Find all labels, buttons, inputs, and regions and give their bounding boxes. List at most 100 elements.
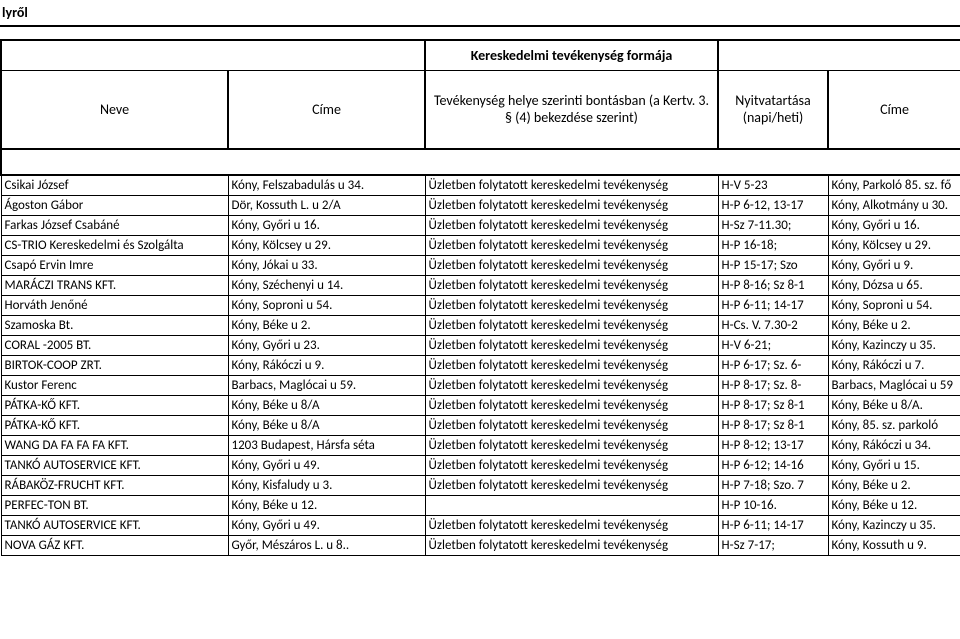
col-hours: Nyitvatartása (napi/heti) bbox=[718, 71, 828, 149]
table-row: WANG DA FA FA FA KFT.1203 Budapest, Hárs… bbox=[1, 435, 960, 455]
table-row: NOVA GÁZ KFT.Győr, Mészáros L. u 8..Üzle… bbox=[1, 535, 960, 555]
cell-addr2: Kóny, Soproni u 54. bbox=[828, 295, 960, 315]
cell-addr2: Kóny, Kossuth u 9. bbox=[828, 535, 960, 555]
cell-activity: Üzletben folytatott kereskedelmi tevéken… bbox=[425, 415, 718, 435]
cell-hours: H-P 6-12; 14-16 bbox=[718, 455, 828, 475]
cell-hours: H-P 6-11; 14-17 bbox=[718, 515, 828, 535]
cell-activity: Üzletben folytatott kereskedelmi tevéken… bbox=[425, 435, 718, 455]
cell-activity: Üzletben folytatott kereskedelmi tevéken… bbox=[425, 335, 718, 355]
table-row: PÁTKA-KŐ KFT.Kóny, Béke u 8/AÜzletben fo… bbox=[1, 395, 960, 415]
cell-name: Farkas József Csabáné bbox=[1, 215, 228, 235]
cell-name: PÁTKA-KŐ KFT. bbox=[1, 395, 228, 415]
cell-name: CORAL -2005 BT. bbox=[1, 335, 228, 355]
col-addr2: Címe bbox=[828, 71, 960, 149]
table-row: PÁTKA-KŐ KFT.Kóny, Béke u 8/AÜzletben fo… bbox=[1, 415, 960, 435]
table-body: Csikai JózsefKóny, Felszabadulás u 34.Üz… bbox=[1, 175, 960, 556]
cell-addr2: Kóny, Béke u 2. bbox=[828, 475, 960, 495]
cell-name: Ágoston Gábor bbox=[1, 195, 228, 215]
cell-activity: Üzletben folytatott kereskedelmi tevéken… bbox=[425, 255, 718, 275]
cell-addr2: Kóny, Béke u 8/A. bbox=[828, 395, 960, 415]
cell-activity: Üzletben folytatott kereskedelmi tevéken… bbox=[425, 375, 718, 395]
cell-addr2: Kóny, Parkoló 85. sz. fő bbox=[828, 175, 960, 196]
header-row-group: Kereskedelmi tevékenység formája bbox=[1, 40, 960, 71]
cell-addr2: Kóny, Béke u 12. bbox=[828, 495, 960, 515]
cell-name: NOVA GÁZ KFT. bbox=[1, 535, 228, 555]
cell-activity: Üzletben folytatott kereskedelmi tevéken… bbox=[425, 175, 718, 196]
cell-addr2: Kóny, Kazinczy u 35. bbox=[828, 515, 960, 535]
cell-address: Győr, Mészáros L. u 8.. bbox=[228, 535, 425, 555]
cell-addr2: Kóny, Győri u 15. bbox=[828, 455, 960, 475]
cell-address: Kóny, Győri u 49. bbox=[228, 515, 425, 535]
cell-name: TANKÓ AUTOSERVICE KFT. bbox=[1, 455, 228, 475]
cell-activity: Üzletben folytatott kereskedelmi tevéken… bbox=[425, 315, 718, 335]
cell-hours: H-V 5-23 bbox=[718, 175, 828, 196]
cell-hours: H-P 6-17; Sz. 6- bbox=[718, 355, 828, 375]
cell-addr2: Kóny, Alkotmány u 30. bbox=[828, 195, 960, 215]
cell-activity: Üzletben folytatott kereskedelmi tevéken… bbox=[425, 535, 718, 555]
table-row: CORAL -2005 BT.Kóny, Győri u 23.Üzletben… bbox=[1, 335, 960, 355]
cell-hours: H-P 8-12; 13-17 bbox=[718, 435, 828, 455]
cell-addr2: Kóny, Dózsa u 65. bbox=[828, 275, 960, 295]
cell-addr2: Barbacs, Maglócai u 59 bbox=[828, 375, 960, 395]
table-row: Farkas József Csabáné Kóny, Győri u 16. Üz… bbox=[1, 215, 960, 235]
col-name: Neve bbox=[1, 71, 228, 149]
table-row: MARÁCZI TRANS KFT.Kóny, Széchenyi u 14.Ü… bbox=[1, 275, 960, 295]
cell-addr2: Kóny, Rákóczi u 34. bbox=[828, 435, 960, 455]
cell-name: Csikai József bbox=[1, 175, 228, 196]
cell-hours: H-V 6-21; bbox=[718, 335, 828, 355]
cell-hours: H-P 8-17; Sz. 8- bbox=[718, 375, 828, 395]
cell-address: Kóny, Felszabadulás u 34. bbox=[228, 175, 425, 196]
header-blank-left bbox=[1, 40, 425, 71]
data-table: Kereskedelmi tevékenység formája Neve Cí… bbox=[0, 39, 960, 556]
cell-name: CS-TRIO Kereskedelmi és Szolgálta bbox=[1, 235, 228, 255]
cell-address: Kóny, Rákóczi u 9. bbox=[228, 355, 425, 375]
cell-addr2: Kóny, Győri u 16. bbox=[828, 215, 960, 235]
cell-address: 1203 Budapest, Hársfa séta bbox=[228, 435, 425, 455]
table-row: RÁBAKÖZ-FRUCHT KFT.Kóny, Kisfaludy u 3.Ü… bbox=[1, 475, 960, 495]
cell-hours: H-P 8-16; Sz 8-1 bbox=[718, 275, 828, 295]
page: lyről Kereskedelmi tevékenység formája N… bbox=[0, 0, 960, 556]
cell-addr2: Kóny, Kazinczy u 35. bbox=[828, 335, 960, 355]
cell-hours: H-P 6-12, 13-17 bbox=[718, 195, 828, 215]
header-spacer-row bbox=[1, 149, 960, 175]
cell-address: Barbacs, Maglócai u 59. bbox=[228, 375, 425, 395]
table-row: Csikai JózsefKóny, Felszabadulás u 34.Üz… bbox=[1, 175, 960, 196]
cell-name: PÁTKA-KŐ KFT. bbox=[1, 415, 228, 435]
cell-addr2: Kóny, Béke u 2. bbox=[828, 315, 960, 335]
cell-activity: Üzletben folytatott kereskedelmi tevéken… bbox=[425, 295, 718, 315]
cell-hours: H-P 10-16. bbox=[718, 495, 828, 515]
cell-name: PERFEC-TON BT. bbox=[1, 495, 228, 515]
cell-name: Csapó Ervin Imre bbox=[1, 255, 228, 275]
cell-address: Kóny, Béke u 2. bbox=[228, 315, 425, 335]
table-row: Horváth JenőnéKóny, Soproni u 54.Üzletbe… bbox=[1, 295, 960, 315]
cell-hours: H-Sz 7-11.30; bbox=[718, 215, 828, 235]
cell-address: Kóny, Kölcsey u 29. bbox=[228, 235, 425, 255]
cell-addr2: Kóny, Győri u 9. bbox=[828, 255, 960, 275]
cell-activity: Üzletben folytatott kereskedelmi tevéken… bbox=[425, 455, 718, 475]
cell-activity: Üzletben folytatott kereskedelmi tevéken… bbox=[425, 195, 718, 215]
cell-name: Kustor Ferenc bbox=[1, 375, 228, 395]
page-title: lyről bbox=[2, 4, 28, 21]
cell-hours: H-P 7-18; Szo. 7 bbox=[718, 475, 828, 495]
cell-activity: Üzletben folytatott kereskedelmi tevéken… bbox=[425, 475, 718, 495]
cell-hours: H-Cs. V. 7.30-2 bbox=[718, 315, 828, 335]
cell-activity: Üzletben folytatott kereskedelmi tevéken… bbox=[425, 215, 718, 235]
cell-hours: H-P 8-17; Sz 8-1 bbox=[718, 395, 828, 415]
page-title-wrap: lyről bbox=[0, 0, 960, 27]
col-address: Címe bbox=[228, 71, 425, 149]
col-activity: Tevékenység helye szerinti bontásban (a … bbox=[425, 71, 718, 149]
header-spacer bbox=[1, 149, 960, 175]
cell-activity: Üzletben folytatott kereskedelmi tevéken… bbox=[425, 235, 718, 255]
cell-addr2: Kóny, Kölcsey u 29. bbox=[828, 235, 960, 255]
cell-activity bbox=[425, 495, 718, 515]
header-blank-right bbox=[718, 40, 960, 71]
cell-activity: Üzletben folytatott kereskedelmi tevéken… bbox=[425, 515, 718, 535]
table-row: Ágoston GáborDör, Kossuth L. u 2/AÜzletb… bbox=[1, 195, 960, 215]
cell-hours: H-P 8-17; Sz 8-1 bbox=[718, 415, 828, 435]
cell-address: Kóny, Győri u 23. bbox=[228, 335, 425, 355]
table-row: Szamoska Bt.Kóny, Béke u 2.Üzletben foly… bbox=[1, 315, 960, 335]
table-row: TANKÓ AUTOSERVICE KFT.Kóny, Győri u 49.Ü… bbox=[1, 455, 960, 475]
cell-address: Kóny, Béke u 8/A bbox=[228, 415, 425, 435]
cell-address: Kóny, Jókai u 33. bbox=[228, 255, 425, 275]
cell-name: WANG DA FA FA FA KFT. bbox=[1, 435, 228, 455]
